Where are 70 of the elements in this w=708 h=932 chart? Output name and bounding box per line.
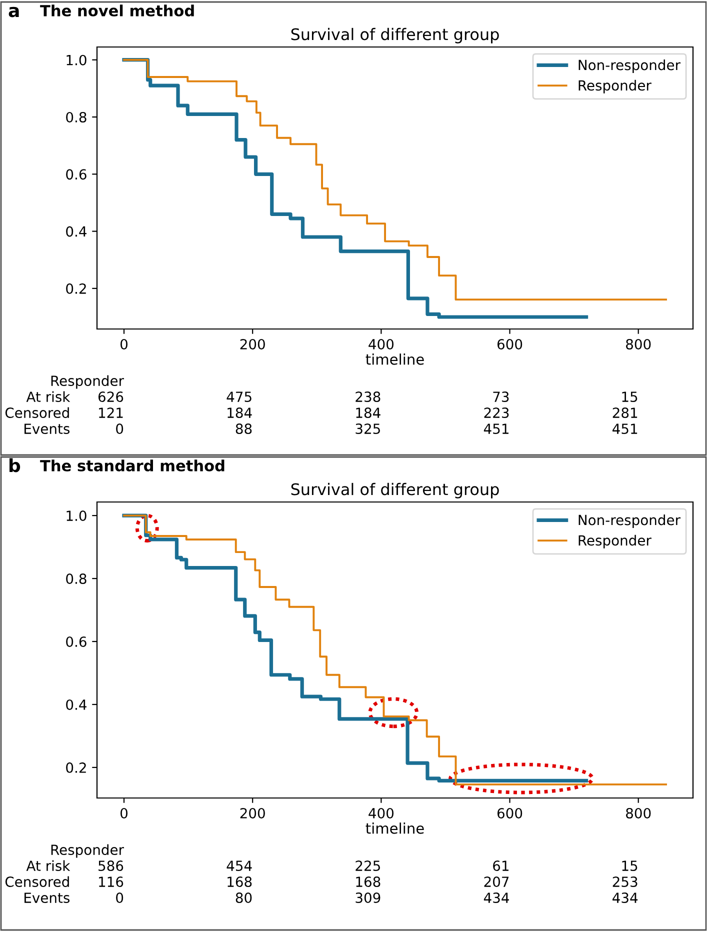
text: 434 xyxy=(612,892,638,904)
chart-subtitle: The standard method xyxy=(40,460,224,472)
x-axis-title: timeline xyxy=(366,354,424,365)
y-tick-label: 0.2 xyxy=(66,762,86,773)
x-tick-label: 0 xyxy=(120,338,128,350)
legend-label: Non-responder xyxy=(578,514,680,528)
chart-title: Survival of different group xyxy=(291,28,499,44)
text: 325 xyxy=(356,424,380,434)
x-axis-title: timeline xyxy=(366,822,424,834)
text: 80 xyxy=(236,892,252,904)
text: b xyxy=(10,458,20,472)
x-tick-label: 200 xyxy=(240,338,265,350)
text: 451 xyxy=(612,424,638,434)
chart-title: Survival of different group xyxy=(291,482,499,498)
legend-label: Responder xyxy=(578,80,652,94)
text: 451 xyxy=(484,424,508,434)
text: 0 xyxy=(116,892,124,904)
text: 253 xyxy=(612,876,638,888)
text: 168 xyxy=(356,876,380,888)
text: 116 xyxy=(99,876,124,888)
y-tick-label: 0.8 xyxy=(66,112,86,122)
text: At risk xyxy=(26,860,70,872)
text: a xyxy=(8,6,19,18)
y-tick-label: 0.4 xyxy=(66,699,86,710)
x-tick-label: 0 xyxy=(120,808,128,818)
legend-label: Non-responder xyxy=(578,60,680,73)
text: Censored xyxy=(5,876,69,888)
text: 309 xyxy=(356,892,380,904)
x-tick-label: 800 xyxy=(626,808,651,818)
text: At risk xyxy=(26,391,70,402)
text: 207 xyxy=(484,876,509,888)
y-tick-label: 1.0 xyxy=(66,510,86,522)
text: 73 xyxy=(493,392,509,402)
chart-subtitle: The novel method xyxy=(40,4,194,16)
x-tick-label: 400 xyxy=(368,808,394,818)
text: 238 xyxy=(356,392,380,402)
text: Events xyxy=(24,892,70,904)
y-tick-label: 0.6 xyxy=(66,636,86,647)
text: 15 xyxy=(622,860,638,872)
text: 61 xyxy=(493,860,508,872)
y-tick-label: 0.2 xyxy=(66,283,86,294)
text: 434 xyxy=(484,892,509,904)
text: 88 xyxy=(236,424,252,434)
y-tick-label: 0.6 xyxy=(66,169,86,180)
y-tick-label: 0.4 xyxy=(66,226,86,237)
y-tick-label: 0.8 xyxy=(66,573,86,584)
x-tick-label: 800 xyxy=(626,338,651,350)
text: 168 xyxy=(228,876,252,888)
text: 475 xyxy=(226,392,252,402)
text: 121 xyxy=(99,408,123,418)
text: Responder xyxy=(51,375,124,389)
x-tick-label: 600 xyxy=(497,338,522,350)
text: 225 xyxy=(356,860,380,872)
text: 223 xyxy=(484,408,509,418)
legend-label: Responder xyxy=(578,534,652,548)
text: 281 xyxy=(612,408,638,418)
x-tick-label: 400 xyxy=(368,338,394,350)
text: 454 xyxy=(226,860,252,872)
y-tick-label: 1.0 xyxy=(66,54,86,66)
text: 0 xyxy=(116,424,124,434)
text: 15 xyxy=(622,392,638,402)
text: 184 xyxy=(228,408,252,418)
text: Events xyxy=(24,424,70,434)
text: 586 xyxy=(98,860,124,872)
text: 184 xyxy=(356,408,380,418)
text: Responder xyxy=(51,844,124,858)
text: 626 xyxy=(98,392,124,402)
text: Censored xyxy=(5,407,69,418)
x-tick-label: 600 xyxy=(497,808,522,818)
x-tick-label: 200 xyxy=(240,808,265,818)
